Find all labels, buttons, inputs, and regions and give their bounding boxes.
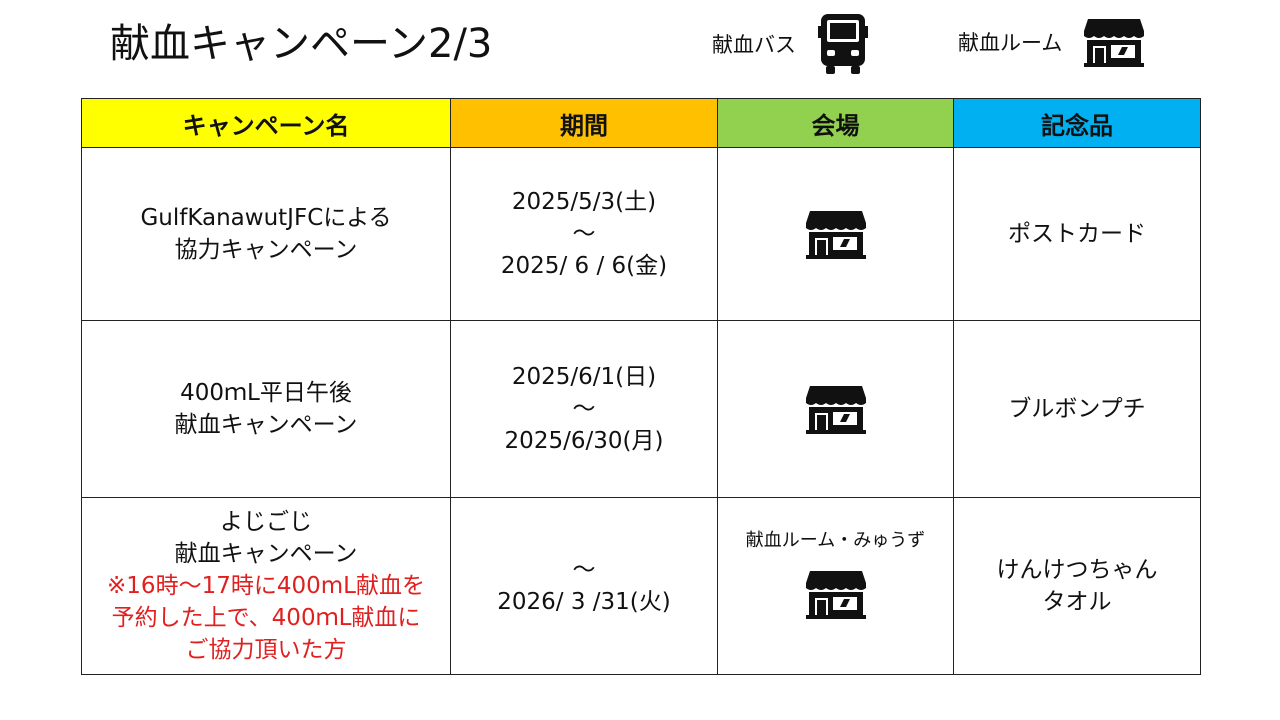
period-separator: ～ <box>572 221 596 247</box>
period-separator: ～ <box>572 396 596 422</box>
venue-cell: 献血ルーム・みゅうず <box>717 497 954 675</box>
table-row: 400ｍL平日午後 献血キャンペーン 2025/6/1(日) ～ 2025/6/… <box>81 320 1201 498</box>
period-cell: 2025/5/3(土) ～ 2025/ 6 / 6(金) <box>450 147 718 321</box>
campaign-name-cell: よじごじ 献血キャンペーン ※16時～17時に400mL献血を 予約した上で、4… <box>81 497 451 675</box>
legend-bus: 献血バス <box>712 14 868 74</box>
table-header-row: キャンペーン名 期間 会場 記念品 <box>81 98 1201 148</box>
gift-cell: ブルボンプチ <box>953 320 1201 498</box>
shop-icon <box>1084 17 1144 67</box>
gift-line: タオル <box>1042 589 1112 615</box>
page-title: 献血キャンペーン2/3 <box>110 21 493 67</box>
campaign-note-line: ご協力頂いた方 <box>185 637 347 663</box>
period-end: 2026/ 3 /31(火) <box>497 589 671 615</box>
campaign-name-line: 献血キャンペーン <box>174 412 358 438</box>
campaign-name-line: 協力キャンペーン <box>174 237 358 263</box>
campaign-note-line: 予約した上で、400ｍL献血に <box>111 605 421 631</box>
legend-room-label: 献血ルーム <box>958 31 1063 55</box>
period-start: 2025/5/3(土) <box>511 189 657 215</box>
table-row: GulfKanawutJFCによる 協力キャンペーン 2025/5/3(土) ～… <box>81 147 1201 321</box>
gift-line: けんけつちゃん <box>996 557 1158 583</box>
campaign-table: キャンペーン名 期間 会場 記念品 GulfKanawutJFCによる 協力キャ… <box>81 98 1201 675</box>
period-cell: 2025/6/1(日) ～ 2025/6/30(月) <box>450 320 718 498</box>
header-campaign-name: キャンペーン名 <box>81 98 451 148</box>
period-cell: ～ 2026/ 3 /31(火) <box>450 497 718 675</box>
shop-icon <box>806 569 866 619</box>
gift-line: ポストカード <box>1008 221 1146 247</box>
campaign-name-line: GulfKanawutJFCによる <box>140 205 392 231</box>
period-end: 2025/6/30(月) <box>504 428 664 454</box>
legend-room: 献血ルーム <box>958 17 1144 67</box>
bus-icon <box>818 14 868 74</box>
shop-icon <box>806 384 866 434</box>
period-separator: ～ <box>572 557 596 583</box>
shop-icon <box>806 209 866 259</box>
gift-line: ブルボンプチ <box>1008 396 1146 422</box>
campaign-name-cell: 400ｍL平日午後 献血キャンペーン <box>81 320 451 498</box>
gift-cell: けんけつちゃん タオル <box>953 497 1201 675</box>
campaign-name-line: よじごじ <box>220 509 312 535</box>
header-gift: 記念品 <box>953 98 1201 148</box>
campaign-name-line: 献血キャンペーン <box>174 541 358 567</box>
venue-label: 献血ルーム・みゅうず <box>745 530 926 551</box>
header-venue: 会場 <box>717 98 954 148</box>
campaign-name-line: 400ｍL平日午後 <box>180 380 352 406</box>
campaign-note-line: ※16時～17時に400mL献血を <box>107 573 425 599</box>
table-row: よじごじ 献血キャンペーン ※16時～17時に400mL献血を 予約した上で、4… <box>81 497 1201 675</box>
header-period: 期間 <box>450 98 718 148</box>
period-start: 2025/6/1(日) <box>511 364 657 390</box>
legend-bus-label: 献血バス <box>712 33 796 57</box>
venue-cell <box>717 320 954 498</box>
period-end: 2025/ 6 / 6(金) <box>500 253 668 279</box>
campaign-name-cell: GulfKanawutJFCによる 協力キャンペーン <box>81 147 451 321</box>
gift-cell: ポストカード <box>953 147 1201 321</box>
venue-cell <box>717 147 954 321</box>
